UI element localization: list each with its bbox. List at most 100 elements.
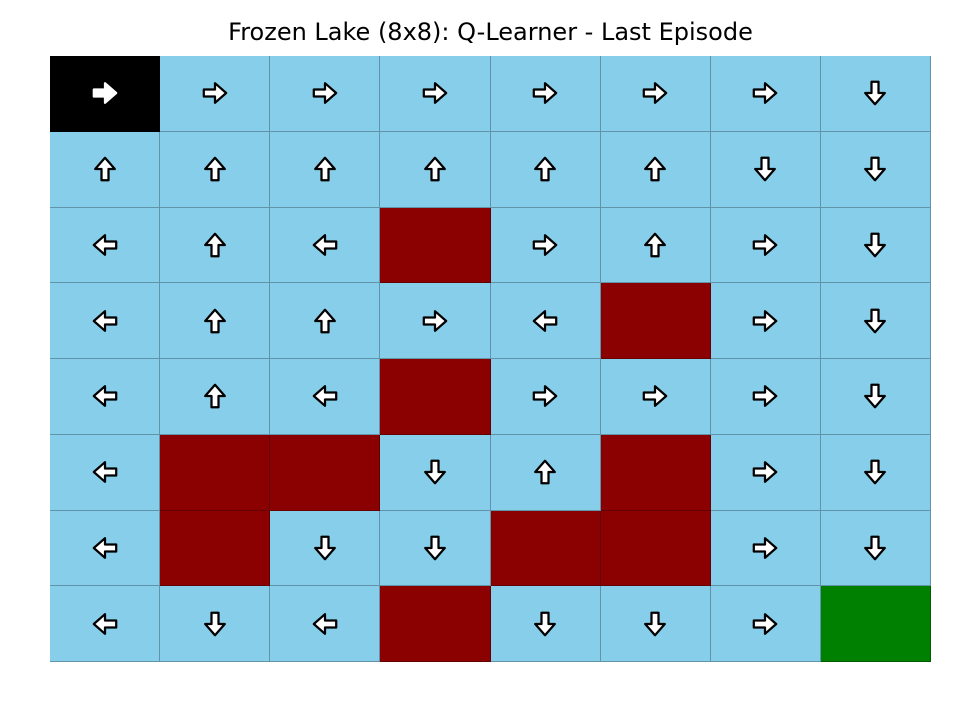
arrow-left-icon — [92, 309, 117, 332]
arrow-down-icon — [864, 308, 887, 333]
arrow-up-icon — [534, 459, 556, 485]
cell-frozen — [270, 56, 381, 132]
cell-frozen — [820, 207, 931, 284]
cell-frozen — [490, 283, 601, 359]
cell-frozen — [380, 131, 491, 208]
arrow-right-icon — [422, 309, 448, 332]
arrow-down-icon — [313, 535, 336, 561]
cell-frozen — [160, 283, 271, 359]
cell-frozen — [710, 510, 821, 587]
arrow-right-icon — [92, 82, 117, 105]
cell-frozen — [600, 131, 711, 208]
arrow-right-icon — [532, 385, 558, 408]
cell-frozen — [380, 510, 491, 587]
cell-frozen — [50, 586, 161, 662]
cell-start — [50, 56, 161, 132]
cell-frozen — [710, 56, 821, 132]
cell-frozen — [600, 359, 711, 435]
lake-grid — [50, 56, 931, 662]
cell-frozen — [160, 586, 271, 662]
arrow-right-icon — [532, 233, 558, 256]
cell-frozen — [490, 434, 601, 511]
cell-frozen — [160, 359, 271, 435]
arrow-down-icon — [864, 459, 887, 485]
cell-hole — [490, 510, 601, 587]
arrow-left-icon — [92, 612, 117, 635]
cell-frozen — [820, 56, 931, 132]
cell-frozen — [270, 359, 381, 435]
cell-frozen — [490, 131, 601, 208]
cell-frozen — [600, 56, 711, 132]
arrow-right-icon — [752, 385, 778, 408]
arrow-right-icon — [642, 385, 668, 408]
cell-frozen — [270, 510, 381, 587]
arrow-left-icon — [92, 461, 117, 484]
arrow-up-icon — [644, 156, 667, 182]
arrow-up-icon — [424, 156, 446, 182]
cell-frozen — [710, 131, 821, 208]
arrow-up-icon — [93, 156, 116, 182]
arrow-left-icon — [92, 233, 117, 256]
arrow-up-icon — [203, 232, 226, 258]
arrow-up-icon — [644, 232, 667, 258]
cell-frozen — [820, 510, 931, 587]
cell-hole — [600, 434, 711, 511]
arrow-right-icon — [312, 82, 338, 105]
cell-frozen — [270, 586, 381, 662]
cell-frozen — [490, 359, 601, 435]
cell-frozen — [820, 283, 931, 359]
arrow-right-icon — [752, 612, 778, 635]
cell-frozen — [600, 207, 711, 284]
arrow-down-icon — [864, 384, 887, 409]
arrow-up-icon — [203, 308, 226, 333]
cell-frozen — [160, 56, 271, 132]
arrow-up-icon — [203, 156, 226, 182]
chart-title: Frozen Lake (8x8): Q-Learner - Last Epis… — [228, 18, 753, 46]
arrow-up-icon — [534, 156, 556, 182]
arrow-right-icon — [532, 82, 558, 105]
cell-frozen — [380, 434, 491, 511]
arrow-down-icon — [534, 611, 556, 636]
cell-frozen — [380, 283, 491, 359]
cell-hole — [600, 283, 711, 359]
arrow-down-icon — [203, 611, 226, 636]
arrow-down-icon — [864, 232, 887, 258]
cell-frozen — [50, 359, 161, 435]
arrow-right-icon — [752, 536, 778, 559]
arrow-right-icon — [752, 461, 778, 484]
cell-frozen — [270, 283, 381, 359]
cell-frozen — [50, 131, 161, 208]
arrow-right-icon — [202, 82, 228, 105]
cell-frozen — [710, 207, 821, 284]
arrow-left-icon — [312, 233, 338, 256]
arrow-down-icon — [424, 459, 446, 485]
cell-frozen — [50, 283, 161, 359]
cell-frozen — [820, 131, 931, 208]
cell-hole — [270, 434, 381, 511]
cell-frozen — [160, 131, 271, 208]
arrow-right-icon — [642, 82, 668, 105]
cell-frozen — [50, 510, 161, 587]
cell-frozen — [490, 586, 601, 662]
arrow-up-icon — [313, 308, 336, 333]
cell-hole — [380, 207, 491, 284]
arrow-right-icon — [752, 82, 778, 105]
arrow-left-icon — [92, 536, 117, 559]
cell-frozen — [270, 131, 381, 208]
arrow-left-icon — [312, 385, 338, 408]
cell-frozen — [50, 434, 161, 511]
cell-frozen — [820, 434, 931, 511]
cell-hole — [160, 434, 271, 511]
arrow-left-icon — [312, 612, 338, 635]
arrow-left-icon — [532, 309, 558, 332]
cell-frozen — [490, 56, 601, 132]
cell-hole — [600, 510, 711, 587]
cell-frozen — [710, 586, 821, 662]
cell-frozen — [710, 283, 821, 359]
arrow-down-icon — [864, 535, 887, 561]
arrow-up-icon — [203, 384, 226, 409]
arrow-left-icon — [92, 385, 117, 408]
cell-frozen — [380, 56, 491, 132]
arrow-right-icon — [752, 309, 778, 332]
cell-frozen — [820, 359, 931, 435]
